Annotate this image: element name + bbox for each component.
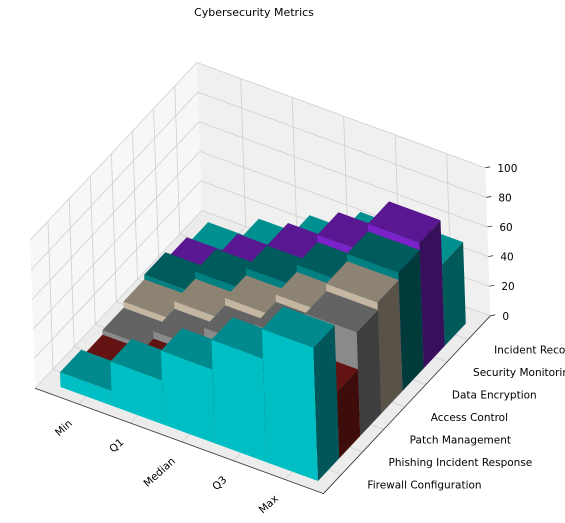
z-tick-mark [485, 166, 491, 169]
z-tick-mark [487, 225, 493, 228]
y-tick-label: Patch Management [410, 434, 511, 446]
z-tick-mark [486, 196, 492, 198]
z-grid-line [30, 91, 487, 271]
z-tick-label: 0 [502, 311, 509, 323]
z-tick-label: 40 [500, 252, 513, 264]
bar-side-face [377, 280, 403, 414]
z-grid-line [29, 62, 486, 241]
y-tick-label: Access Control [431, 412, 508, 424]
bar-top-face [326, 261, 399, 303]
bar-side-face [336, 369, 361, 459]
x-tick-label: Median [141, 455, 177, 489]
x-tick-label: Min [53, 418, 75, 439]
y-axis-line [323, 315, 491, 494]
x-tick-label: Q3 [210, 474, 229, 493]
bar-side-face [398, 250, 424, 391]
z-tick-mark [489, 284, 495, 287]
bar-top-face [347, 231, 420, 273]
bar-front-face [60, 372, 112, 406]
z-tick-label: 20 [501, 281, 514, 293]
x-axis-line [34, 387, 324, 494]
z-tick-mark [490, 314, 496, 317]
y-tick-label: Data Encryption [452, 389, 537, 401]
y-tick-label: Security Monitoring [473, 367, 565, 379]
bars [34, 201, 491, 494]
x-tick-label: Q1 [107, 436, 126, 455]
y-tick-label: Firewall Configuration [367, 479, 481, 491]
x-tick-label: Max [257, 493, 281, 516]
y-tick-labels: Firewall Configuration Phishing Incident … [367, 344, 565, 491]
z-tick-labels: 0 20 40 60 80 100 [485, 163, 517, 323]
z-tick-label: 100 [497, 163, 517, 175]
bar-front-face [161, 350, 215, 444]
z-tick-label: 60 [499, 222, 512, 234]
bar-side-face [313, 325, 340, 481]
bar-top-face [367, 201, 441, 243]
bar-top-face [305, 291, 378, 333]
y-tick-label: Incident Recovery [494, 344, 565, 356]
y-tick-label: Phishing Incident Response [389, 457, 533, 469]
z-tick-label: 80 [498, 192, 511, 204]
bar-top-face [262, 306, 335, 348]
bar-front-face [262, 329, 318, 481]
bar-side-face [356, 309, 382, 436]
z-tick-mark [488, 255, 494, 258]
bar-front-face [211, 339, 267, 463]
chart-title: Cybersecurity Metrics [194, 6, 314, 19]
bar-side-face [442, 242, 466, 346]
bar-front-face [110, 361, 164, 425]
bar-side-face [419, 220, 445, 369]
z-grid-line [31, 121, 488, 300]
bar [262, 306, 340, 481]
